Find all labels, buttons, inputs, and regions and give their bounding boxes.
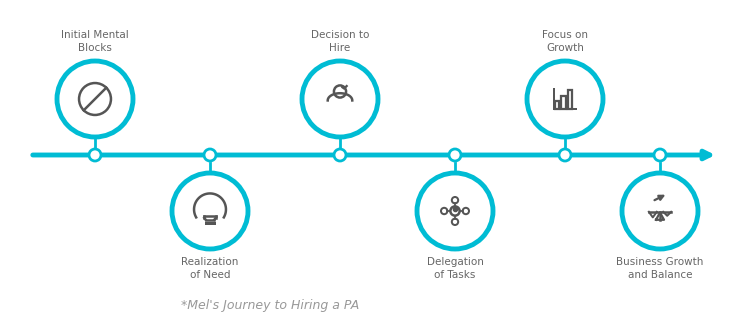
Text: Business Growth
and Balance: Business Growth and Balance (617, 257, 703, 280)
Bar (561, 96, 565, 109)
Circle shape (622, 173, 698, 249)
Text: Initial Mental
Blocks: Initial Mental Blocks (61, 30, 129, 53)
Circle shape (334, 149, 346, 161)
Bar (568, 90, 572, 109)
Text: Delegation
of Tasks: Delegation of Tasks (427, 257, 484, 280)
Circle shape (449, 149, 461, 161)
Text: Realization
of Need: Realization of Need (181, 257, 239, 280)
Circle shape (204, 149, 216, 161)
Circle shape (89, 149, 101, 161)
Circle shape (654, 149, 666, 161)
Bar (555, 101, 559, 109)
Circle shape (527, 61, 603, 137)
Circle shape (559, 149, 571, 161)
Text: Focus on
Growth: Focus on Growth (542, 30, 588, 53)
Circle shape (172, 173, 248, 249)
Circle shape (302, 61, 378, 137)
Circle shape (57, 61, 133, 137)
Circle shape (417, 173, 493, 249)
Text: Decision to
Hire: Decision to Hire (311, 30, 370, 53)
Text: *Mel's Journey to Hiring a PA: *Mel's Journey to Hiring a PA (181, 299, 359, 311)
